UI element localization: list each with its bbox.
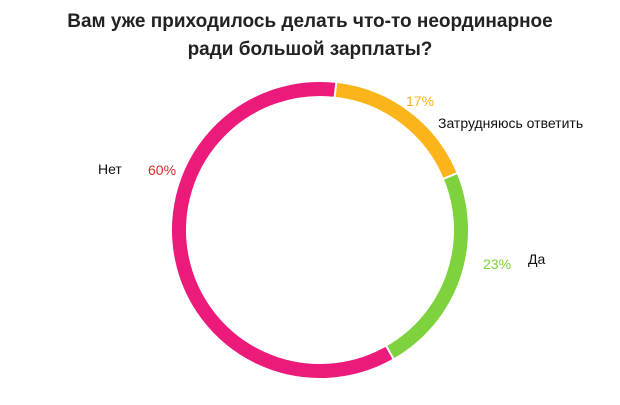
slice-label-no: Нет — [98, 161, 122, 177]
slice-no — [172, 82, 394, 378]
slice-value-label-no: 60% — [148, 162, 176, 178]
slice-separator — [384, 344, 396, 361]
chart-title-line-2: ради большой зарплаты? — [187, 39, 433, 60]
slice-label-yes: Да — [528, 251, 545, 267]
slice-yes — [386, 173, 468, 359]
slice-value-label-undecided: 17% — [406, 93, 434, 109]
chart-title: Вам уже приходилось делать что-то неорди… — [0, 8, 620, 64]
donut-slices — [172, 80, 468, 378]
slice-separator — [441, 171, 459, 181]
slice-label-undecided: Затрудняюсь ответить — [438, 115, 583, 131]
slice-value-label-yes: 23% — [483, 256, 511, 272]
chart-title-line-1: Вам уже приходилось делать что-то неорди… — [67, 11, 553, 32]
donut-labels: 17% Затрудняюсь ответить 23% Да Нет 60% — [98, 93, 583, 272]
slice-undecided — [334, 82, 457, 179]
slice-separator — [333, 80, 338, 99]
